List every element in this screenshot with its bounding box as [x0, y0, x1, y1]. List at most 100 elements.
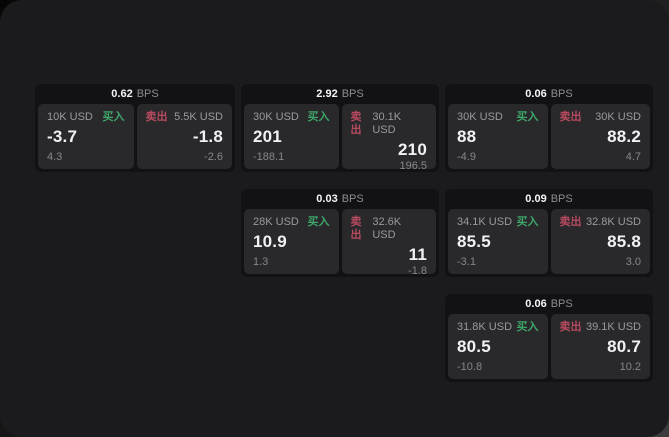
sell-delta: 3.0	[625, 256, 641, 268]
buy-amount: 34.1K USD	[457, 216, 513, 228]
buy-panel[interactable]: 28K USD 买入 10.9 1.3	[244, 209, 339, 274]
sell-amount: 39.1K USD	[585, 321, 641, 333]
buy-delta: -3.1	[457, 256, 476, 268]
sell-amount: 5.5K USD	[174, 111, 223, 123]
buy-price: 85.5	[457, 232, 491, 251]
buy-panel-header: 30K USD 买入	[253, 111, 330, 124]
buy-price: -3.7	[47, 127, 78, 146]
sell-delta: 196.5	[399, 160, 427, 172]
sell-price: 11	[408, 245, 427, 264]
cards-grid: 0.62 BPS 10K USD 买入 -3.7 4.3 卖出 5.5K USD…	[35, 84, 653, 382]
bps-unit: BPS	[341, 193, 364, 205]
sell-panel-header: 卖出 5.5K USD	[146, 111, 224, 124]
sell-amount: 30K USD	[595, 111, 641, 123]
quote-panels: 30K USD 买入 88 -4.9 卖出 30K USD 88.2 4.7	[448, 104, 650, 169]
buy-panel[interactable]: 34.1K USD 买入 85.5 -3.1	[448, 209, 548, 274]
buy-price: 10.9	[253, 232, 287, 251]
bps-value: 0.06	[525, 298, 547, 310]
bps-unit: BPS	[550, 88, 573, 100]
sell-delta: -1.8	[408, 265, 427, 277]
bps-value: 0.06	[525, 88, 547, 100]
sell-price: 88.2	[607, 127, 641, 146]
sell-tag: 卖出	[559, 216, 582, 228]
sell-panel-header: 卖出 32.6K USD	[351, 216, 428, 242]
sell-tag: 卖出	[350, 111, 362, 136]
card-header: 0.06 BPS	[448, 84, 650, 104]
sell-panel[interactable]: 卖出 32.8K USD 85.8 3.0	[550, 209, 650, 274]
buy-price: 80.5	[457, 337, 491, 356]
sell-price: 210	[398, 140, 427, 159]
quote-panels: 31.8K USD 买入 80.5 -10.8 卖出 39.1K USD 80.…	[448, 314, 650, 379]
bps-unit: BPS	[550, 298, 573, 310]
sell-panel[interactable]: 卖出 30K USD 88.2 4.7	[550, 104, 650, 169]
sell-amount: 32.6K USD	[372, 216, 402, 241]
sell-panel-header: 卖出 39.1K USD	[560, 321, 642, 334]
sell-panel-header: 卖出 30.1K USD	[351, 111, 428, 137]
buy-delta: 4.3	[47, 151, 63, 163]
buy-tag: 买入	[516, 321, 539, 333]
buy-amount: 30K USD	[457, 111, 503, 123]
buy-panel-header: 34.1K USD 买入	[457, 216, 539, 229]
buy-amount: 10K USD	[47, 111, 93, 123]
sell-amount: 30.1K USD	[372, 111, 402, 136]
buy-delta: -4.9	[457, 151, 476, 163]
quote-card: 0.03 BPS 28K USD 买入 10.9 1.3 卖出 32.6K US…	[241, 189, 439, 277]
buy-delta: -10.8	[457, 361, 483, 373]
buy-panel-header: 10K USD 买入	[47, 111, 125, 124]
buy-tag: 买入	[307, 111, 330, 123]
quote-panels: 30K USD 买入 201 -188.1 卖出 30.1K USD 210 1…	[244, 104, 436, 172]
quote-card: 0.62 BPS 10K USD 买入 -3.7 4.3 卖出 5.5K USD…	[35, 84, 235, 172]
quote-card: 0.09 BPS 34.1K USD 买入 85.5 -3.1 卖出 32.8K…	[445, 189, 653, 277]
quote-card: 0.06 BPS 30K USD 买入 88 -4.9 卖出 30K USD 8…	[445, 84, 653, 172]
sell-tag: 卖出	[145, 111, 168, 123]
buy-panel[interactable]: 30K USD 买入 88 -4.9	[448, 104, 548, 169]
quote-card: 2.92 BPS 30K USD 买入 201 -188.1 卖出 30.1K …	[241, 84, 439, 172]
quote-panels: 10K USD 买入 -3.7 4.3 卖出 5.5K USD -1.8 -2.…	[38, 104, 232, 169]
sell-delta: 10.2	[619, 361, 641, 373]
buy-delta: -188.1	[253, 151, 285, 163]
sell-panel-header: 卖出 32.8K USD	[560, 216, 642, 229]
sell-panel[interactable]: 卖出 5.5K USD -1.8 -2.6	[136, 104, 232, 169]
buy-price: 201	[253, 127, 282, 146]
buy-panel-header: 31.8K USD 买入	[457, 321, 539, 334]
sell-delta: 4.7	[625, 151, 641, 163]
sell-tag: 卖出	[559, 111, 582, 123]
buy-panel-header: 30K USD 买入	[457, 111, 539, 124]
sell-price: -1.8	[192, 127, 223, 146]
sell-delta: -2.6	[204, 151, 223, 163]
buy-price: 88	[457, 127, 477, 146]
card-header: 0.09 BPS	[448, 189, 650, 209]
sell-tag: 卖出	[350, 216, 362, 241]
buy-amount: 31.8K USD	[457, 321, 513, 333]
sell-price: 85.8	[607, 232, 641, 251]
card-header: 0.03 BPS	[244, 189, 436, 209]
sell-panel[interactable]: 卖出 39.1K USD 80.7 10.2	[550, 314, 650, 379]
bps-value: 0.62	[111, 88, 133, 100]
buy-amount: 28K USD	[253, 216, 299, 228]
sell-price: 80.7	[607, 337, 641, 356]
sell-panel[interactable]: 卖出 32.6K USD 11 -1.8	[341, 209, 436, 277]
bps-unit: BPS	[341, 88, 364, 100]
buy-delta: 1.3	[253, 256, 269, 268]
bps-value: 2.92	[316, 88, 338, 100]
sell-tag: 卖出	[559, 321, 582, 333]
buy-panel[interactable]: 10K USD 买入 -3.7 4.3	[38, 104, 134, 169]
buy-panel-header: 28K USD 买入	[253, 216, 330, 229]
buy-panel[interactable]: 30K USD 买入 201 -188.1	[244, 104, 339, 169]
buy-tag: 买入	[516, 111, 539, 123]
buy-tag: 买入	[102, 111, 125, 123]
bps-value: 0.09	[525, 193, 547, 205]
bps-unit: BPS	[550, 193, 573, 205]
quote-panels: 34.1K USD 买入 85.5 -3.1 卖出 32.8K USD 85.8…	[448, 209, 650, 274]
buy-amount: 30K USD	[253, 111, 299, 123]
bps-unit: BPS	[136, 88, 159, 100]
buy-tag: 买入	[307, 216, 330, 228]
buy-tag: 买入	[516, 216, 539, 228]
sell-panel[interactable]: 卖出 30.1K USD 210 196.5	[341, 104, 436, 172]
card-header: 0.06 BPS	[448, 294, 650, 314]
buy-panel[interactable]: 31.8K USD 买入 80.5 -10.8	[448, 314, 548, 379]
quote-card: 0.06 BPS 31.8K USD 买入 80.5 -10.8 卖出 39.1…	[445, 294, 653, 382]
sell-amount: 32.8K USD	[585, 216, 641, 228]
card-header: 2.92 BPS	[244, 84, 436, 104]
